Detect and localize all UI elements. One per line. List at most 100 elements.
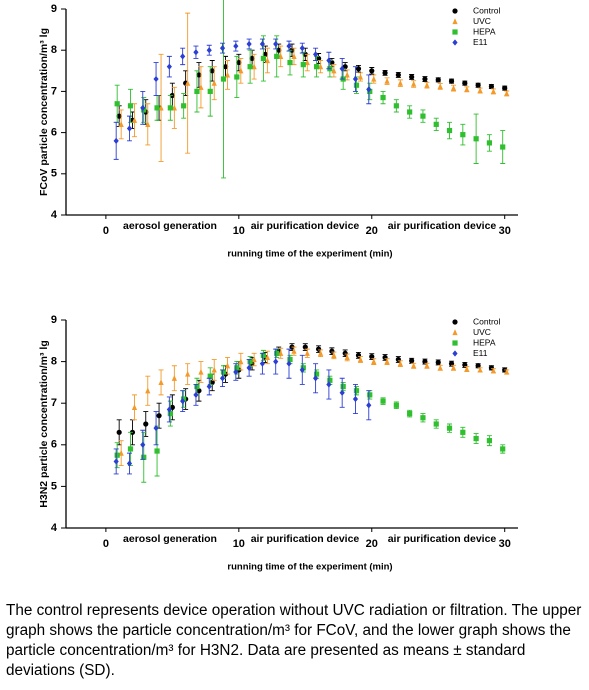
marker: [446, 127, 453, 134]
marker: [420, 415, 426, 421]
marker: [304, 59, 310, 66]
marker: [369, 68, 375, 74]
marker: [286, 42, 292, 50]
marker: [411, 362, 417, 369]
marker: [424, 82, 430, 88]
marker: [171, 375, 177, 381]
legend-marker: [452, 39, 458, 46]
marker: [140, 104, 146, 111]
legend-label: HEPA: [473, 26, 496, 36]
marker: [460, 429, 466, 435]
marker: [180, 53, 186, 60]
marker: [291, 53, 297, 59]
legend-marker: [452, 319, 458, 325]
marker: [154, 105, 160, 111]
y-tick-label: 8: [51, 44, 57, 56]
marker: [143, 421, 149, 427]
marker: [126, 125, 133, 132]
chart: 4 5 6 7 8 9 0 10 20 30 FCoV particle concentration…: [38, 0, 518, 573]
marker: [116, 113, 122, 119]
marker: [317, 63, 324, 70]
marker: [259, 40, 266, 48]
marker: [211, 79, 217, 86]
marker: [209, 68, 215, 74]
marker: [326, 57, 332, 64]
legend-marker: [452, 18, 458, 25]
marker: [274, 350, 280, 356]
marker: [287, 59, 293, 66]
marker: [198, 84, 204, 90]
marker: [219, 375, 226, 382]
marker: [166, 406, 172, 413]
marker: [473, 435, 479, 442]
marker: [380, 94, 386, 101]
marker: [246, 40, 252, 48]
marker: [141, 107, 147, 113]
y-tick-label: 4: [51, 522, 58, 534]
legend-marker: [452, 329, 458, 336]
y-tick-label: 6: [51, 439, 57, 451]
marker: [500, 446, 506, 452]
marker: [198, 368, 204, 375]
marker: [273, 358, 279, 365]
marker: [116, 429, 122, 435]
marker: [206, 383, 212, 390]
y-axis-label: FCoV particle concentration/m³ lg: [38, 28, 50, 196]
marker: [181, 103, 187, 109]
marker: [490, 367, 497, 374]
marker: [196, 388, 202, 394]
marker: [397, 360, 403, 367]
legend-label: E11: [473, 348, 488, 358]
y-tick-label: 4: [51, 209, 58, 221]
marker: [411, 80, 417, 87]
marker: [437, 364, 443, 371]
marker: [127, 103, 134, 109]
marker: [409, 74, 415, 80]
marker: [222, 64, 229, 70]
legend-marker: [452, 340, 458, 346]
marker: [331, 67, 337, 74]
marker: [409, 358, 415, 364]
marker: [475, 82, 481, 88]
marker: [352, 75, 359, 83]
marker: [114, 452, 120, 458]
x-axis-label: running time of the experiment (min): [227, 249, 392, 260]
marker: [260, 352, 267, 358]
marker: [435, 77, 441, 83]
marker: [502, 85, 508, 91]
marker: [274, 53, 280, 59]
x-tick-label: 10: [233, 538, 245, 550]
marker: [219, 45, 226, 52]
marker: [278, 350, 284, 356]
marker: [273, 40, 279, 48]
marker: [384, 77, 390, 84]
legend-marker: [452, 8, 458, 14]
marker: [233, 42, 239, 50]
legend-label: E11: [473, 37, 488, 47]
marker: [344, 354, 350, 361]
legend-label: Control: [473, 316, 501, 326]
legend-label: UVC: [473, 327, 491, 337]
marker: [353, 82, 360, 88]
y-tick-label: 5: [51, 168, 57, 180]
marker: [475, 363, 481, 369]
marker: [259, 360, 266, 367]
marker: [367, 392, 373, 398]
marker: [312, 51, 319, 58]
marker: [181, 396, 187, 402]
marker: [180, 398, 186, 405]
marker: [486, 438, 493, 444]
marker: [504, 90, 510, 97]
marker: [171, 104, 177, 111]
marker: [224, 71, 231, 78]
marker: [317, 350, 324, 356]
marker: [366, 86, 372, 93]
marker: [299, 366, 305, 374]
marker: [300, 365, 306, 371]
marker: [422, 76, 428, 82]
marker: [131, 404, 138, 410]
marker: [166, 63, 172, 70]
marker: [118, 449, 124, 456]
marker: [500, 144, 506, 150]
marker: [291, 348, 297, 354]
